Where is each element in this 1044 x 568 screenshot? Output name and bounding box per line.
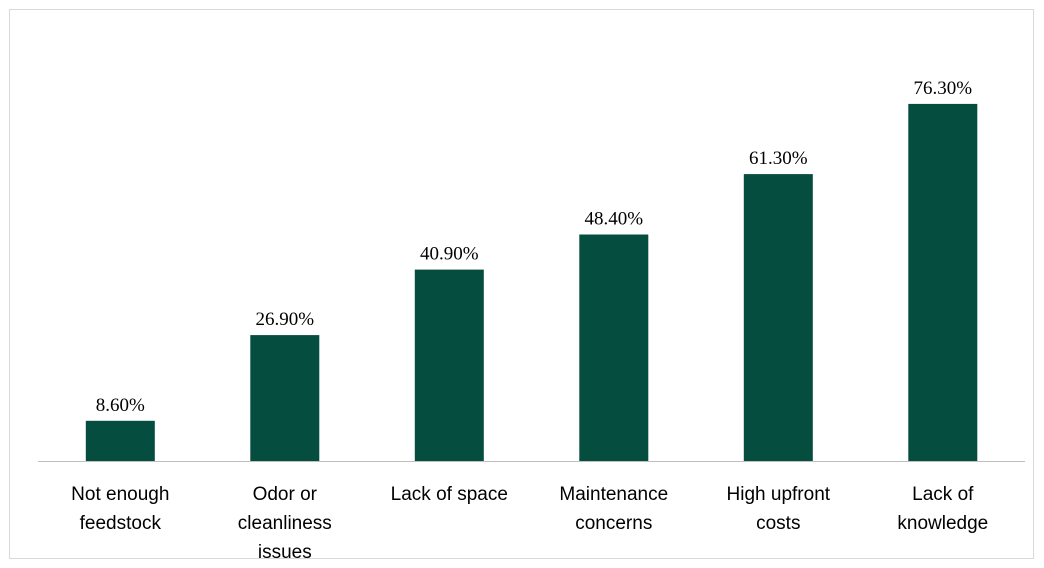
category-label-line: Lack of space <box>391 484 508 505</box>
category-label: Lack of space <box>391 484 508 505</box>
category-label-line: cleanliness <box>238 513 332 534</box>
category-label-line: feedstock <box>80 513 162 534</box>
category-labels-layer: Not enough feedstock Odor or cleanliness iss… <box>71 484 988 563</box>
category-label-line: concerns <box>575 513 652 534</box>
category-label: Lack of knowledge <box>897 484 988 534</box>
data-label: 40.90% <box>420 244 479 265</box>
category-label-line: Odor or <box>253 484 318 505</box>
bar <box>908 103 978 462</box>
category-label: Maintenance concerns <box>559 484 668 534</box>
category-label: High upfront costs <box>727 484 831 534</box>
category-label-line: Maintenance <box>559 484 668 505</box>
category-label-line: costs <box>756 513 800 534</box>
data-label: 61.30% <box>749 148 808 169</box>
data-label: 8.60% <box>96 395 145 416</box>
category-label-line: knowledge <box>897 513 988 534</box>
category-label-line: issues <box>258 542 312 563</box>
category-label-line: High upfront <box>727 484 831 505</box>
category-label: Not enough feedstock <box>71 484 169 534</box>
bar <box>250 335 320 461</box>
bar <box>85 420 155 461</box>
category-label: Odor or cleanliness issues <box>238 484 332 563</box>
chart-frame <box>9 9 1034 559</box>
category-label-line: Lack of <box>912 484 974 505</box>
data-label: 26.90% <box>256 309 315 330</box>
data-label: 48.40% <box>585 209 644 230</box>
category-label-line: Not enough <box>71 484 169 505</box>
value-labels-layer: 8.60% 26.90% 40.90% 48.40% 61.30% 76.30% <box>96 78 973 416</box>
bars-layer <box>85 103 978 462</box>
bar <box>414 269 484 461</box>
bar <box>743 174 813 461</box>
data-label: 76.30% <box>914 78 973 99</box>
bar <box>579 234 649 461</box>
